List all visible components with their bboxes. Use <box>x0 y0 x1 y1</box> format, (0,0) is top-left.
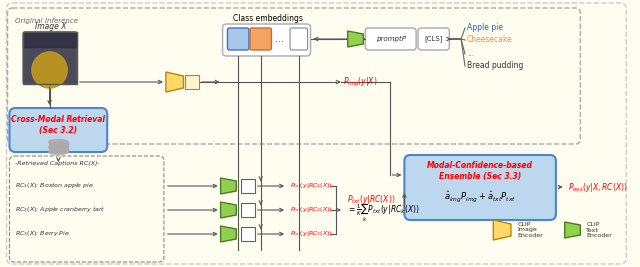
Text: $RC_3(X)$: Berry Pie: $RC_3(X)$: Berry Pie <box>15 230 70 238</box>
Text: Bread pudding: Bread pudding <box>467 61 524 70</box>
Bar <box>23 32 77 84</box>
Text: $RC_1(X)$: Boston apple pie: $RC_1(X)$: Boston apple pie <box>15 182 95 190</box>
Ellipse shape <box>49 144 68 150</box>
Polygon shape <box>221 178 236 194</box>
Text: Cheesecake: Cheesecake <box>467 36 513 45</box>
FancyBboxPatch shape <box>227 28 249 50</box>
FancyBboxPatch shape <box>23 32 77 84</box>
Text: CLIP
Image
Encoder: CLIP Image Encoder <box>518 222 543 238</box>
Text: $=\frac{1}{K}\sum_{k} P_{txt}(y|RC_k(X))$: $=\frac{1}{K}\sum_{k} P_{txt}(y|RC_k(X))… <box>347 202 419 224</box>
Bar <box>49 142 68 147</box>
Text: $\hat{a}_{img}P_{img}+\hat{a}_{txt}P_{txt}$: $\hat{a}_{img}P_{img}+\hat{a}_{txt}P_{tx… <box>444 189 516 203</box>
Bar <box>23 32 77 47</box>
Text: Modal-Confidence-based: Modal-Confidence-based <box>427 161 533 170</box>
Text: Image X: Image X <box>35 22 67 31</box>
Text: Original Inference: Original Inference <box>15 18 78 24</box>
Text: $P_{txt}(y|RC(X))$: $P_{txt}(y|RC(X))$ <box>347 194 395 206</box>
Polygon shape <box>166 72 184 92</box>
Text: -Retrieved Captions RC(X)-: -Retrieved Captions RC(X)- <box>15 161 100 166</box>
Polygon shape <box>493 220 511 240</box>
Text: promptP: promptP <box>376 36 406 42</box>
Text: $RC_2(X)$: Apple cranberry tart: $RC_2(X)$: Apple cranberry tart <box>15 206 106 214</box>
Bar <box>241 203 255 217</box>
FancyBboxPatch shape <box>290 28 308 50</box>
FancyBboxPatch shape <box>223 24 310 56</box>
Text: $P_{ens}(y|X,RC(X))$: $P_{ens}(y|X,RC(X))$ <box>568 180 627 194</box>
Text: Ensemble (Sec 3.3): Ensemble (Sec 3.3) <box>439 172 521 181</box>
Bar <box>186 75 199 89</box>
Text: (Sec 3.2): (Sec 3.2) <box>39 127 77 135</box>
FancyBboxPatch shape <box>6 3 627 264</box>
FancyBboxPatch shape <box>10 108 108 152</box>
Polygon shape <box>348 31 364 47</box>
Text: Class embeddings: Class embeddings <box>232 14 303 23</box>
Text: [CLS]: [CLS] <box>424 36 443 42</box>
Bar <box>241 227 255 241</box>
Ellipse shape <box>49 139 68 144</box>
FancyBboxPatch shape <box>418 28 449 50</box>
Text: Cross-Modal Retrieval: Cross-Modal Retrieval <box>12 116 106 124</box>
Text: Apple pie: Apple pie <box>467 23 503 33</box>
Bar <box>49 147 68 152</box>
Polygon shape <box>564 222 580 238</box>
Polygon shape <box>221 202 236 218</box>
FancyBboxPatch shape <box>365 28 416 50</box>
Text: $P_{img}(y|X)$: $P_{img}(y|X)$ <box>343 76 378 89</box>
Text: ...: ... <box>275 34 284 44</box>
Ellipse shape <box>49 150 68 155</box>
Text: $P_{txt}(y|RC_2(X))$: $P_{txt}(y|RC_2(X))$ <box>290 206 333 214</box>
Text: CLIP
Text
Encoder: CLIP Text Encoder <box>586 222 612 238</box>
FancyBboxPatch shape <box>250 28 271 50</box>
Polygon shape <box>221 226 236 242</box>
FancyBboxPatch shape <box>404 155 556 220</box>
Text: $P_{txt}(y|RC_3(X))$: $P_{txt}(y|RC_3(X))$ <box>290 230 333 238</box>
Bar <box>241 179 255 193</box>
Circle shape <box>32 52 67 88</box>
Circle shape <box>32 52 67 88</box>
Text: ...: ... <box>467 49 474 58</box>
Text: $P_{txt}(y|RC_1(X))$: $P_{txt}(y|RC_1(X))$ <box>290 182 333 190</box>
